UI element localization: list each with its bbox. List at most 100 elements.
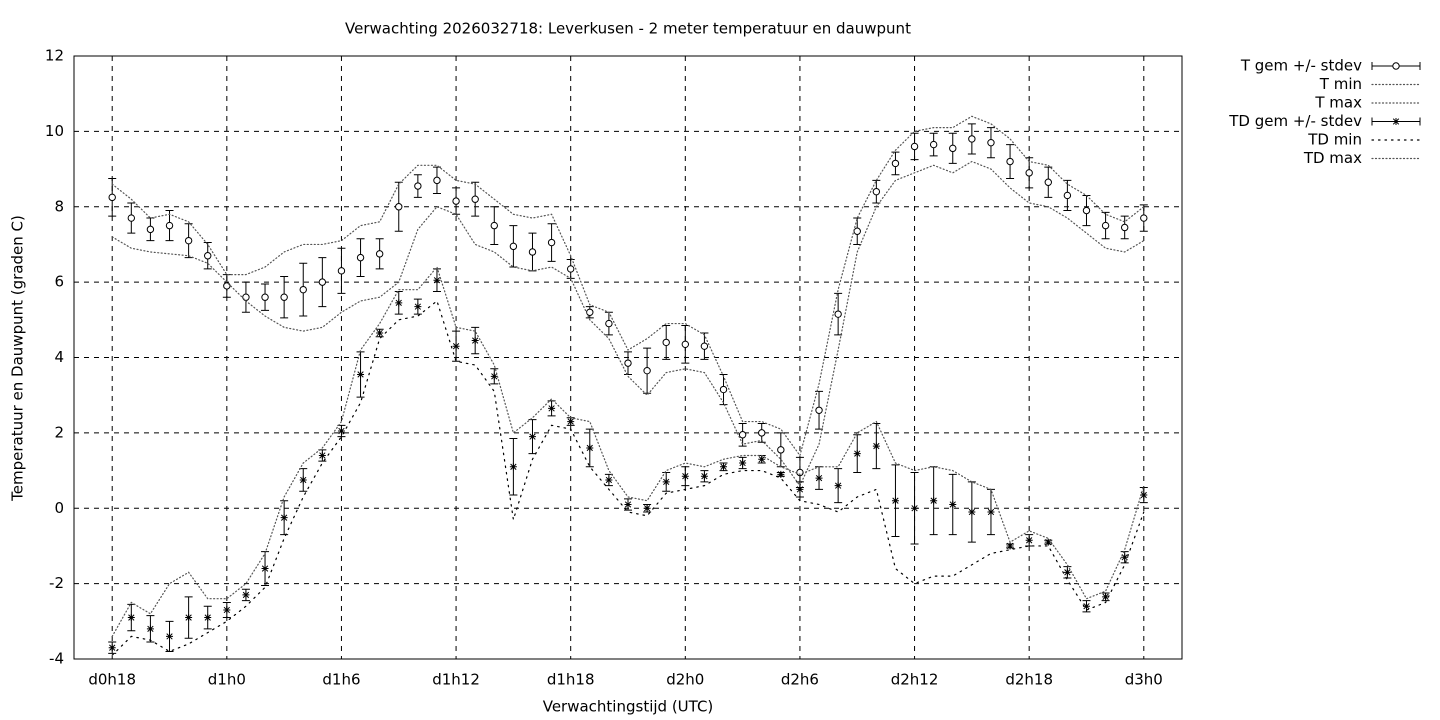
point-marker — [452, 197, 460, 205]
point-marker — [509, 242, 518, 251]
point-marker — [490, 372, 498, 380]
x-tick-label: d1h18 — [547, 671, 595, 689]
point-marker — [662, 478, 670, 486]
legend-marker — [1392, 118, 1400, 125]
point-marker — [853, 450, 861, 458]
point-marker — [395, 299, 403, 307]
point-marker — [547, 238, 556, 247]
point-marker — [1063, 568, 1071, 576]
x-tick-label: d3h0 — [1125, 671, 1163, 689]
point-marker — [1140, 491, 1148, 499]
point-marker — [357, 370, 365, 378]
point-marker — [949, 144, 957, 153]
point-marker — [471, 195, 479, 203]
point-marker — [184, 236, 193, 245]
point-marker — [356, 253, 365, 262]
point-marker — [127, 214, 136, 222]
point-marker — [1063, 191, 1072, 200]
point-marker — [1044, 538, 1052, 546]
point-marker — [968, 135, 976, 143]
series-line — [111, 265, 1145, 637]
legend-label: T min — [1319, 75, 1362, 93]
point-marker — [681, 340, 690, 349]
point-marker — [624, 359, 632, 367]
point-marker — [1101, 221, 1110, 230]
y-tick-label: 6 — [54, 273, 64, 291]
point-marker — [261, 293, 269, 301]
y-tick-label: -4 — [49, 650, 64, 668]
point-marker — [853, 227, 861, 235]
point-marker — [891, 159, 900, 168]
point-marker — [548, 404, 556, 412]
point-marker — [700, 472, 708, 480]
point-marker — [567, 418, 575, 426]
point-marker — [643, 504, 651, 512]
point-marker — [662, 338, 670, 347]
point-marker — [796, 485, 804, 493]
point-marker — [968, 508, 976, 516]
x-tick-label: d1h12 — [432, 671, 480, 689]
point-marker — [1082, 206, 1091, 215]
point-marker — [834, 482, 842, 490]
point-marker — [1044, 178, 1052, 186]
point-marker — [414, 303, 422, 311]
chart-title: Verwachting 2026032718: Leverkusen - 2 m… — [345, 20, 911, 38]
legend-label: T gem +/- stdev — [1240, 57, 1362, 75]
x-tick-label: d2h6 — [781, 671, 819, 689]
point-marker — [204, 252, 212, 260]
x-tick-label: d1h6 — [322, 671, 360, 689]
point-marker — [1025, 169, 1033, 177]
y-axis-label: Temperatuur en Dauwpunt (graden C) — [9, 215, 27, 502]
y-tick-label: 0 — [54, 499, 64, 517]
point-marker — [165, 221, 174, 230]
point-marker — [929, 140, 938, 149]
point-marker — [911, 504, 919, 512]
legend-marker — [1392, 62, 1400, 70]
point-marker — [299, 476, 307, 484]
point-marker — [681, 472, 689, 480]
x-tick-label: d1h0 — [208, 671, 246, 689]
point-marker — [261, 565, 269, 573]
point-marker — [987, 508, 995, 516]
y-tick-label: -2 — [49, 574, 64, 592]
point-marker — [146, 225, 155, 234]
legend-label: TD min — [1307, 131, 1362, 149]
point-marker — [891, 497, 899, 505]
point-marker — [280, 514, 288, 522]
point-marker — [146, 625, 154, 633]
point-marker — [930, 497, 938, 505]
y-tick-label: 2 — [54, 423, 64, 441]
point-marker — [758, 429, 766, 437]
point-marker — [1121, 553, 1129, 561]
y-tick-label: 12 — [45, 47, 64, 65]
point-marker — [910, 142, 919, 151]
point-marker — [108, 193, 116, 202]
series-line — [111, 299, 1145, 656]
point-marker — [337, 427, 345, 435]
x-axis-label: Verwachtingstijd (UTC) — [543, 698, 714, 716]
point-marker — [528, 433, 536, 441]
plot-border — [73, 55, 1183, 660]
point-marker — [1082, 602, 1090, 610]
y-tick-label: 4 — [54, 348, 64, 366]
point-marker — [605, 476, 613, 484]
point-marker — [643, 366, 651, 375]
point-marker — [471, 337, 479, 345]
point-marker — [433, 276, 441, 284]
point-marker — [528, 248, 537, 256]
y-tick-label: 10 — [45, 122, 64, 140]
point-marker — [815, 474, 823, 482]
legend-label: TD gem +/- stdev — [1228, 112, 1362, 130]
point-marker — [987, 138, 995, 147]
point-marker — [777, 470, 785, 478]
point-marker — [127, 614, 135, 622]
point-marker — [299, 285, 307, 294]
legend-label: TD max — [1303, 149, 1362, 167]
point-marker — [185, 614, 193, 622]
point-marker — [586, 308, 594, 316]
point-marker — [1025, 536, 1033, 544]
point-marker — [566, 265, 575, 273]
point-marker — [318, 278, 327, 286]
x-tick-label: d0h18 — [88, 671, 136, 689]
